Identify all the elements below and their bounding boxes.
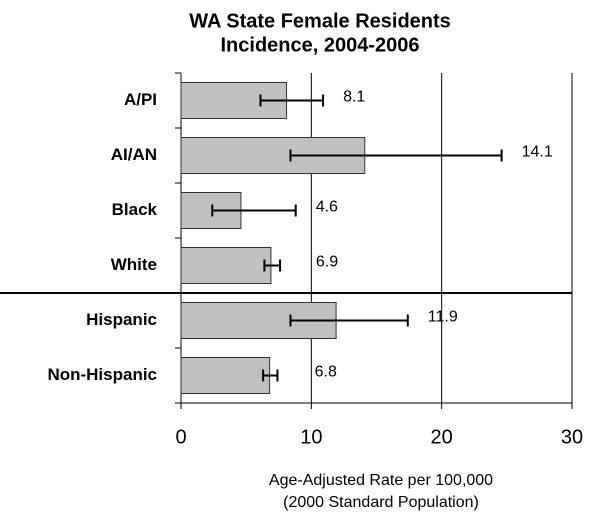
bar xyxy=(180,192,242,229)
value-label: 8.1 xyxy=(343,89,365,106)
value-label: 6.9 xyxy=(316,254,338,271)
value-label: 6.8 xyxy=(315,364,337,381)
error-bar xyxy=(263,259,282,272)
y-tick-label: Non-Hispanic xyxy=(47,365,157,384)
value-label: 4.6 xyxy=(316,199,338,216)
error-bar xyxy=(259,94,325,107)
error-bar xyxy=(289,149,503,162)
y-tick-label: Black xyxy=(112,200,158,219)
chart-title: Incidence, 2004-2006 xyxy=(220,34,419,56)
x-axis-label: (2000 Standard Population) xyxy=(283,494,479,511)
error-bar xyxy=(211,204,297,217)
chart-title: WA State Female Residents xyxy=(189,10,451,32)
x-tick-label: 10 xyxy=(300,426,322,448)
y-tick-label: White xyxy=(111,255,157,274)
value-label: 11.9 xyxy=(428,309,458,326)
x-tick-label: 20 xyxy=(431,426,453,448)
y-tick-label: A/PI xyxy=(124,90,157,109)
x-tick-label: 0 xyxy=(175,426,186,448)
bar xyxy=(180,357,271,394)
error-bar xyxy=(289,314,409,327)
x-tick-label: 30 xyxy=(561,426,583,448)
x-axis-label: Age-Adjusted Rate per 100,000 xyxy=(269,472,493,489)
error-bar xyxy=(262,369,279,382)
bar xyxy=(180,247,272,284)
y-tick-label: AI/AN xyxy=(111,145,157,164)
y-tick-label: Hispanic xyxy=(86,310,157,329)
value-label: 14.1 xyxy=(522,144,553,161)
